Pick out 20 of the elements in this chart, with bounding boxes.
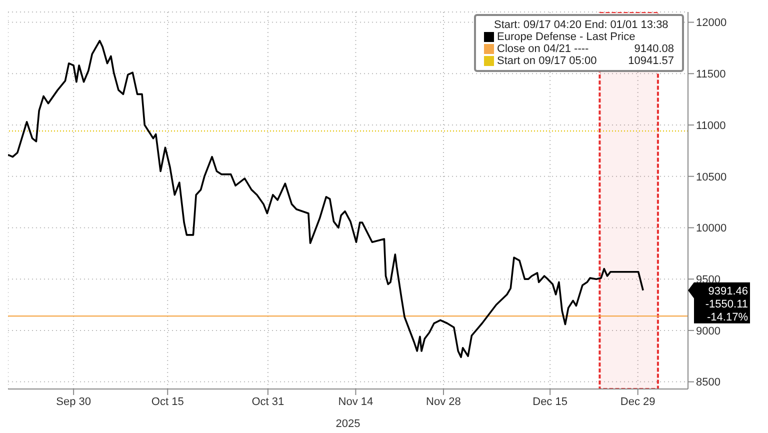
legend-label: Europe Defense - Last Price: [497, 31, 636, 43]
y-tick-label: 11500: [696, 68, 726, 81]
x-tick-label: Dec 29: [620, 396, 656, 408]
y-tick-label: 10500: [696, 171, 727, 184]
x-tick-label: Oct 15: [151, 396, 184, 408]
price-tag: 9391.46 -1550.11 -14.17%: [688, 282, 750, 324]
y-tick-label: 12000: [696, 17, 727, 30]
x-tick-label: Sep 30: [56, 396, 92, 408]
y-tick-label: 11000: [696, 120, 726, 132]
y-tick-label: 8500: [696, 376, 720, 389]
x-axis-title: 2025: [336, 418, 360, 430]
text: Close on 04/21 ---- 9140.08: [497, 43, 674, 55]
x-tick-label: Oct 31: [252, 396, 284, 408]
y-tick-label: 9000: [696, 325, 720, 338]
x-tick-label: Dec 15: [532, 396, 568, 408]
y-tick-label: 10000: [696, 222, 727, 235]
text: Start on 09/17 05:00 10941.57: [497, 55, 674, 67]
legend-title: Start: 09/17 04:20 End: 01/01 13:38: [493, 19, 670, 31]
x-tick-label: Nov 28: [426, 396, 461, 408]
x-tick-label: Nov 14: [338, 396, 374, 408]
